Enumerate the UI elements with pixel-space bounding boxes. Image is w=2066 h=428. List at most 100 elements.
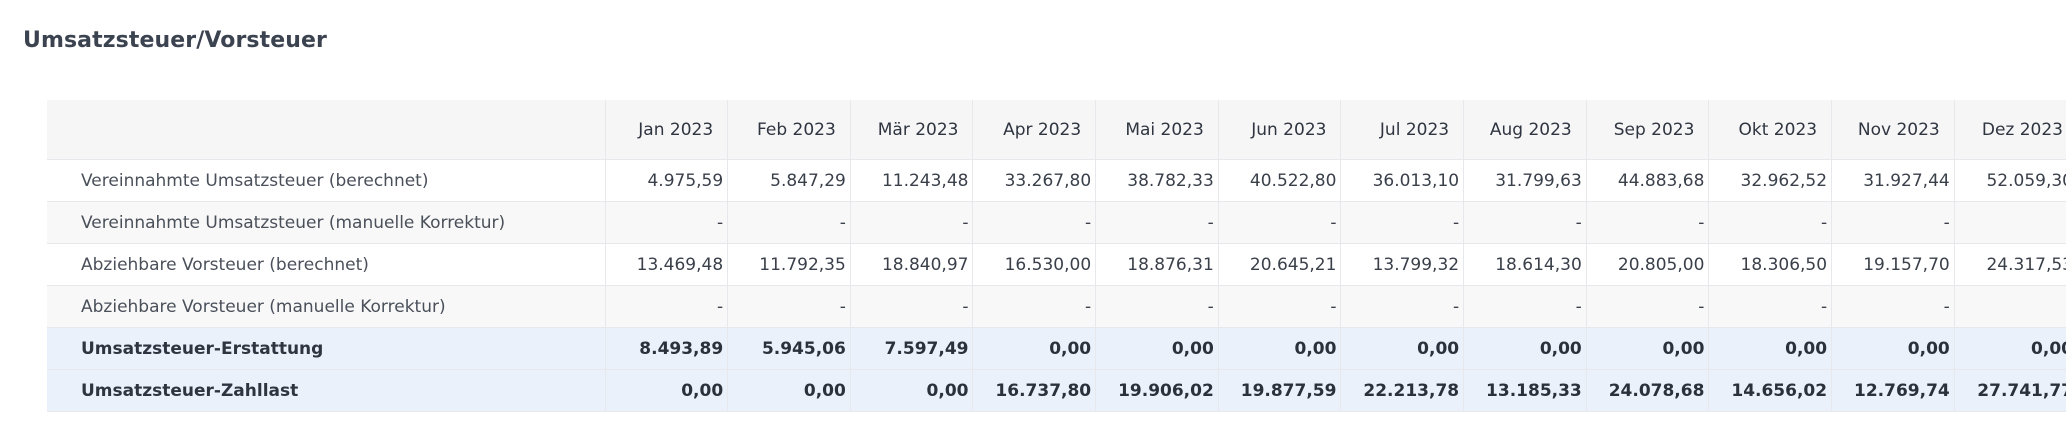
table-cell: 0,00 [972, 327, 1096, 370]
table-cell: 31.799,63 [1463, 159, 1587, 202]
table-cell: - [1708, 201, 1832, 244]
table-cell: 18.876,31 [1095, 243, 1219, 286]
table-cell: 20.805,00 [1585, 243, 1709, 286]
table-cell: 20.645,21 [1217, 243, 1341, 286]
table-cell: 19.877,59 [1217, 369, 1341, 412]
table-cell: - [1463, 201, 1587, 244]
table-cell: - [1831, 285, 1955, 328]
table-cell: - [604, 285, 728, 328]
table-cell: 24.078,68 [1585, 369, 1709, 412]
month-header: Jul 2023 [1340, 100, 1464, 160]
table-cell: 0,00 [849, 369, 973, 412]
table-cell: - [1217, 201, 1341, 244]
table-cell: - [1340, 285, 1464, 328]
row-label: Abziehbare Vorsteuer (manuelle Korrektur… [47, 285, 606, 328]
row-label: Umsatzsteuer-Erstattung [47, 327, 606, 370]
table-cell: 27.741,77 [1953, 369, 2066, 412]
header-row: Jan 2023 Feb 2023 Mär 2023 Apr 2023 Mai … [47, 100, 2066, 160]
table-cell: 0,00 [727, 369, 851, 412]
table-cell: - [1708, 285, 1832, 328]
table-row: Vereinnahmte Umsatzsteuer (manuelle Korr… [47, 201, 2066, 244]
table-cell: 12.769,74 [1831, 369, 1955, 412]
table-cell: 16.530,00 [972, 243, 1096, 286]
month-header: Feb 2023 [727, 100, 851, 160]
table-cell: 4.975,59 [604, 159, 728, 202]
table-cell: - [1340, 201, 1464, 244]
table-cell: - [849, 201, 973, 244]
table-cell: 5.945,06 [727, 327, 851, 370]
month-header: Okt 2023 [1708, 100, 1832, 160]
table-cell: 5.847,29 [727, 159, 851, 202]
table-cell: 44.883,68 [1585, 159, 1709, 202]
table-cell: - [1953, 201, 2066, 244]
table-cell: 0,00 [1340, 327, 1464, 370]
row-label: Abziehbare Vorsteuer (berechnet) [47, 243, 606, 286]
month-header: Jan 2023 [604, 100, 728, 160]
table-cell: 7.597,49 [849, 327, 973, 370]
table-cell: 11.792,35 [727, 243, 851, 286]
table-cell: 40.522,80 [1217, 159, 1341, 202]
table-cell: - [727, 285, 851, 328]
table-cell: 14.656,02 [1708, 369, 1832, 412]
vat-table-container: Jan 2023 Feb 2023 Mär 2023 Apr 2023 Mai … [47, 100, 2066, 412]
table-cell: 36.013,10 [1340, 159, 1464, 202]
month-header: Dez 2023 [1953, 100, 2066, 160]
month-header: Mai 2023 [1095, 100, 1219, 160]
table-cell: - [1831, 201, 1955, 244]
month-header: Sep 2023 [1585, 100, 1709, 160]
table-cell: - [849, 285, 973, 328]
table-cell: 13.799,32 [1340, 243, 1464, 286]
table-row: Abziehbare Vorsteuer (berechnet) 13.469,… [47, 243, 2066, 286]
month-header: Aug 2023 [1463, 100, 1587, 160]
table-cell: - [972, 201, 1096, 244]
total-row: Umsatzsteuer-Erstattung 8.493,89 5.945,0… [47, 327, 2066, 370]
month-header: Jun 2023 [1217, 100, 1341, 160]
table-cell: 16.737,80 [972, 369, 1096, 412]
table-cell: 19.157,70 [1831, 243, 1955, 286]
table-cell: 52.059,30 [1953, 159, 2066, 202]
month-header: Apr 2023 [972, 100, 1096, 160]
table-cell: - [1095, 201, 1219, 244]
row-label: Vereinnahmte Umsatzsteuer (manuelle Korr… [47, 201, 606, 244]
table-cell: 33.267,80 [972, 159, 1096, 202]
row-label: Umsatzsteuer-Zahllast [47, 369, 606, 412]
header-corner [47, 100, 606, 160]
table-cell: 13.469,48 [604, 243, 728, 286]
vat-table: Jan 2023 Feb 2023 Mär 2023 Apr 2023 Mai … [47, 100, 2066, 412]
row-label: Vereinnahmte Umsatzsteuer (berechnet) [47, 159, 606, 202]
table-cell: - [604, 201, 728, 244]
table-cell: 0,00 [1585, 327, 1709, 370]
table-cell: 24.317,53 [1953, 243, 2066, 286]
table-cell: - [1953, 285, 2066, 328]
table-cell: 0,00 [1831, 327, 1955, 370]
table-cell: 31.927,44 [1831, 159, 1955, 202]
table-cell: 0,00 [1463, 327, 1587, 370]
table-cell: 8.493,89 [604, 327, 728, 370]
table-cell: 18.840,97 [849, 243, 973, 286]
table-cell: 18.614,30 [1463, 243, 1587, 286]
table-cell: 0,00 [1217, 327, 1341, 370]
table-cell: 0,00 [1953, 327, 2066, 370]
table-cell: 18.306,50 [1708, 243, 1832, 286]
table-cell: 0,00 [1095, 327, 1219, 370]
table-cell: - [972, 285, 1096, 328]
month-header: Mär 2023 [849, 100, 973, 160]
table-cell: 32.962,52 [1708, 159, 1832, 202]
table-row: Vereinnahmte Umsatzsteuer (berechnet) 4.… [47, 159, 2066, 202]
table-cell: - [1585, 201, 1709, 244]
table-cell: 0,00 [604, 369, 728, 412]
table-cell: 13.185,33 [1463, 369, 1587, 412]
table-cell: 38.782,33 [1095, 159, 1219, 202]
month-header: Nov 2023 [1831, 100, 1955, 160]
table-cell: - [1463, 285, 1587, 328]
table-cell: 11.243,48 [849, 159, 973, 202]
table-cell: - [1217, 285, 1341, 328]
table-row: Abziehbare Vorsteuer (manuelle Korrektur… [47, 285, 2066, 328]
table-cell: - [727, 201, 851, 244]
table-cell: 22.213,78 [1340, 369, 1464, 412]
table-cell: 0,00 [1708, 327, 1832, 370]
total-row: Umsatzsteuer-Zahllast 0,00 0,00 0,00 16.… [47, 369, 2066, 412]
table-cell: - [1585, 285, 1709, 328]
page-title: Umsatzsteuer/Vorsteuer [23, 28, 328, 53]
table-cell: 19.906,02 [1095, 369, 1219, 412]
